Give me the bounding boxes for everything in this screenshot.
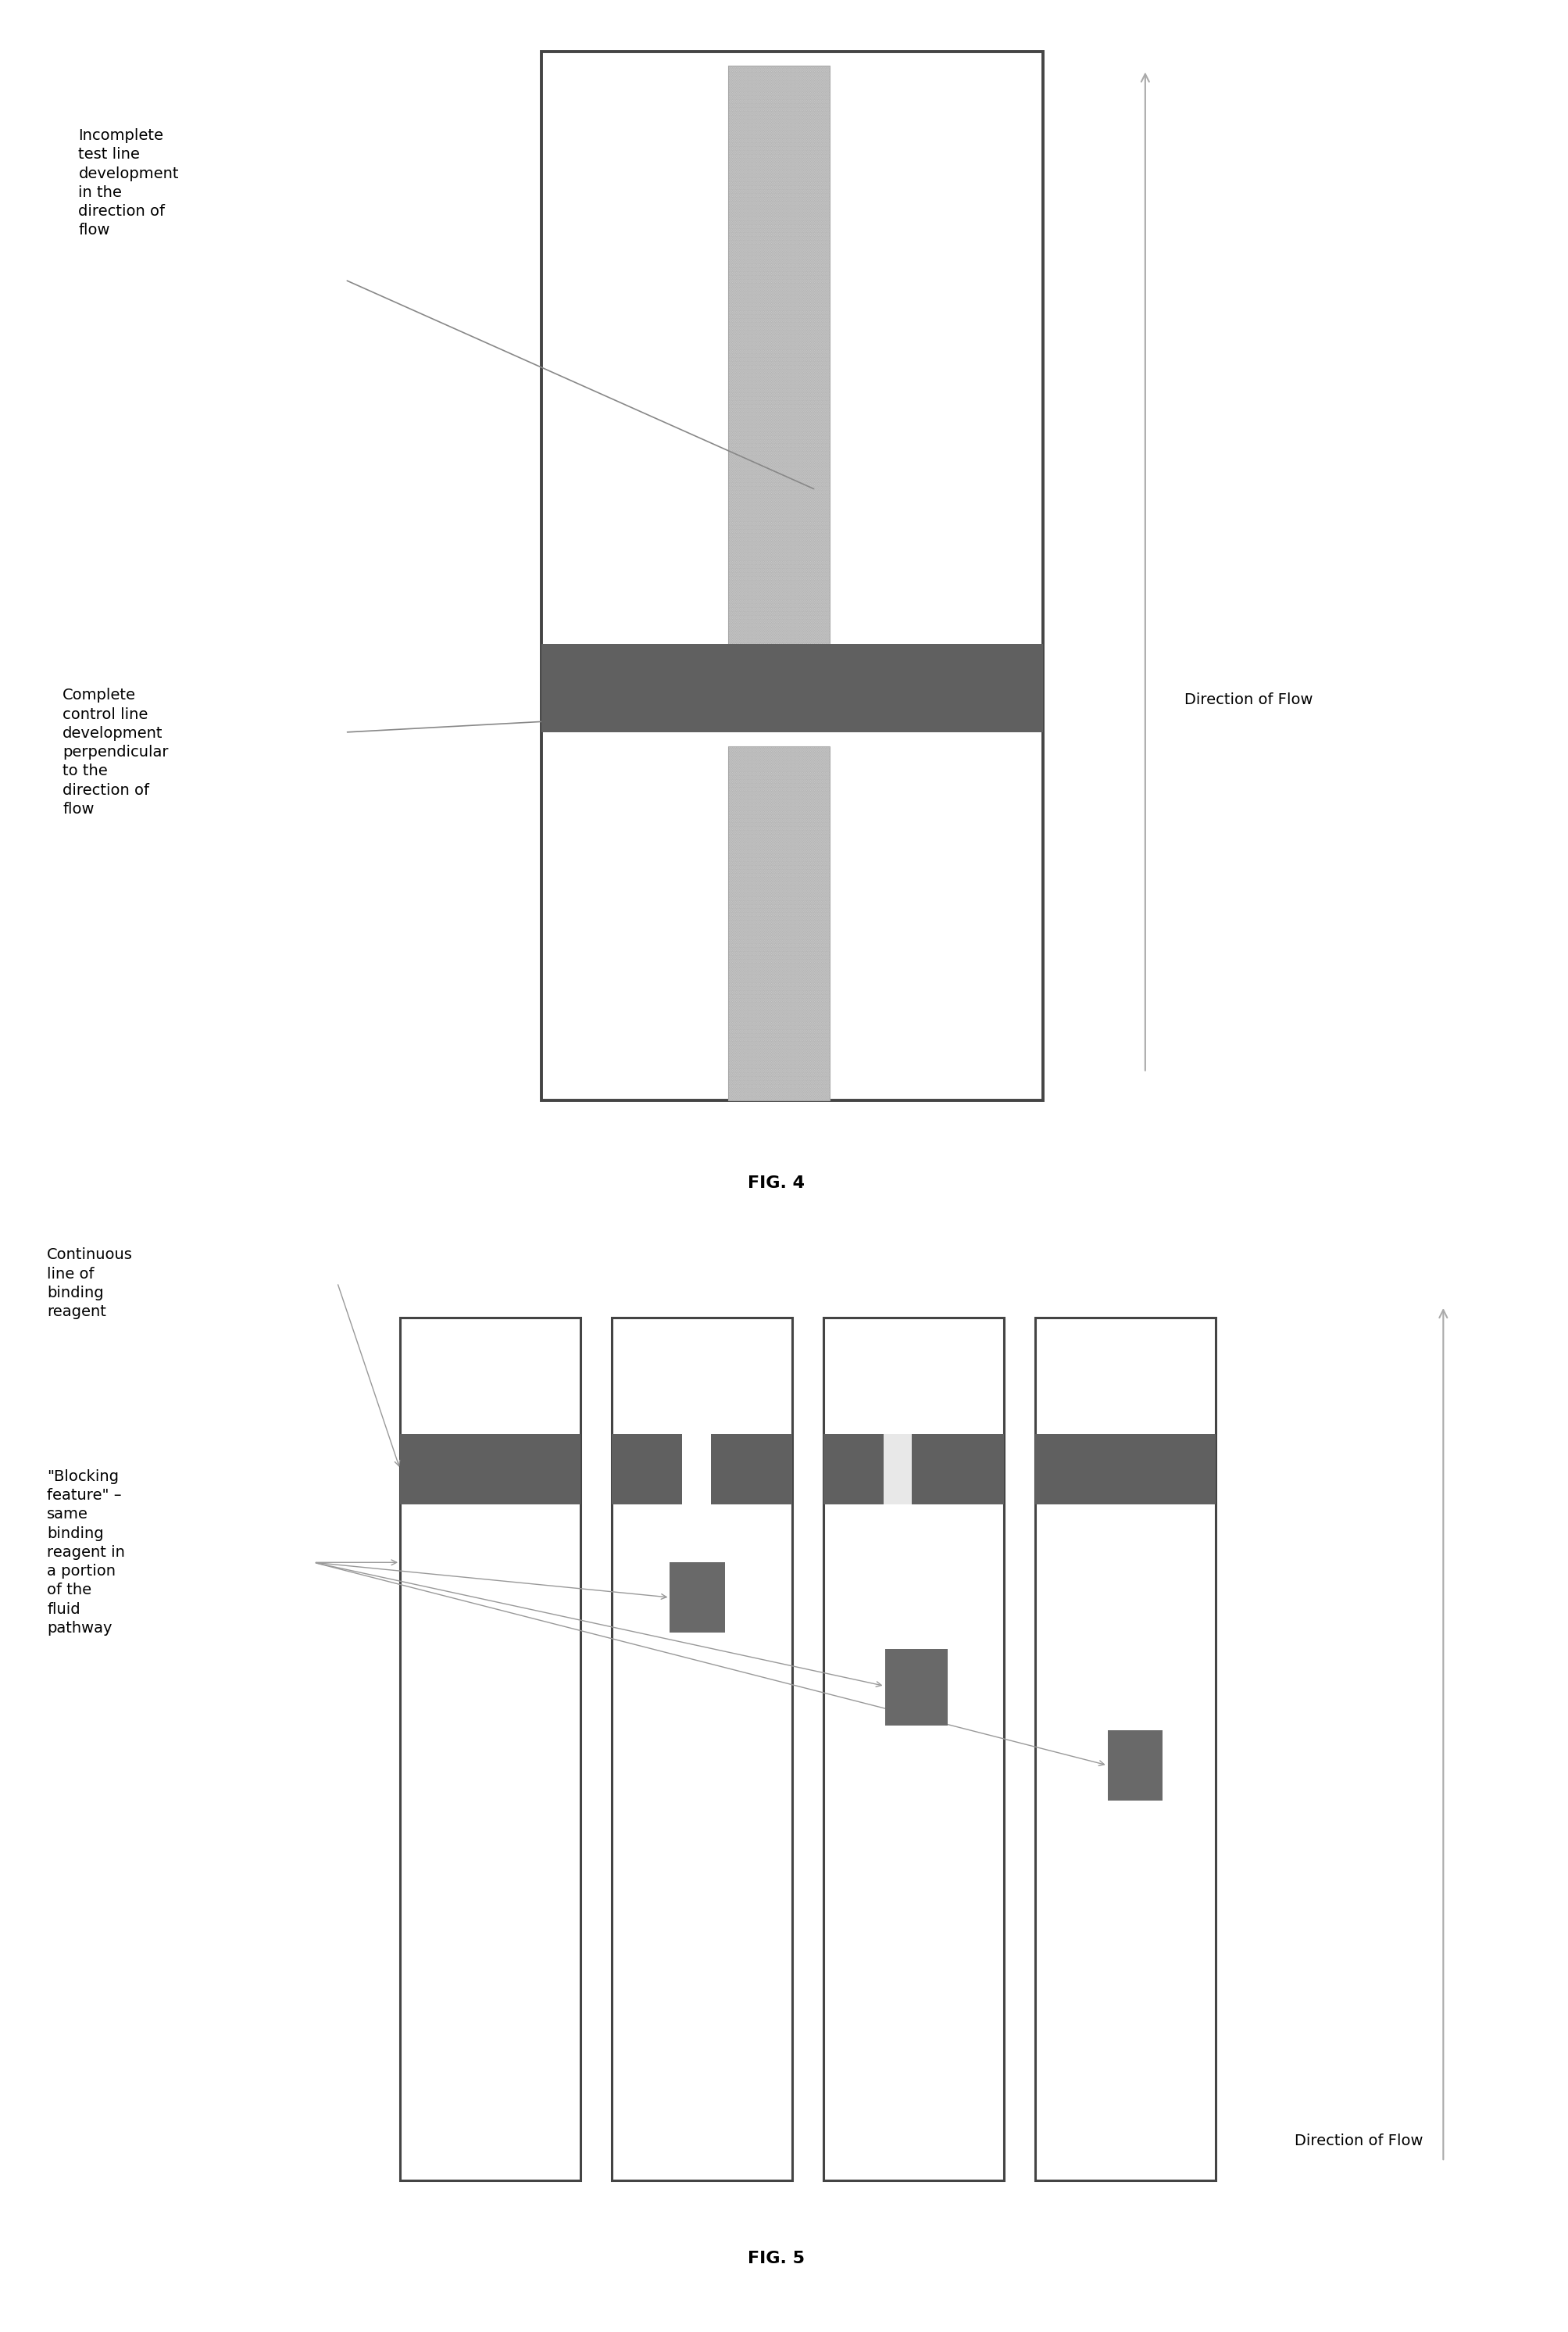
Bar: [541, 51, 1043, 1101]
Text: Complete
control line
development
perpendicular
to the
direction of
flow: Complete control line development perpen…: [63, 688, 168, 816]
Bar: [823, 1434, 883, 1504]
Bar: [1035, 1434, 1215, 1504]
Bar: [400, 1318, 580, 2180]
Bar: [823, 1318, 1004, 2180]
Text: Direction of Flow: Direction of Flow: [1184, 693, 1312, 707]
Bar: [400, 1434, 580, 1504]
Bar: [884, 1649, 947, 1726]
Text: Incomplete
test line
development
in the
direction of
flow: Incomplete test line development in the …: [78, 128, 179, 238]
Bar: [728, 746, 829, 1101]
Text: FIG. 4: FIG. 4: [748, 1175, 804, 1192]
Bar: [902, 1434, 1004, 1504]
Bar: [670, 1562, 724, 1632]
Bar: [728, 65, 829, 707]
Bar: [541, 644, 1043, 732]
Text: Direction of Flow: Direction of Flow: [1294, 2134, 1422, 2148]
Bar: [883, 1434, 911, 1504]
Text: Continuous
line of
binding
reagent: Continuous line of binding reagent: [47, 1248, 133, 1320]
Bar: [612, 1434, 682, 1504]
Bar: [710, 1434, 792, 1504]
Text: "Blocking
feature" –
same
binding
reagent in
a portion
of the
fluid
pathway: "Blocking feature" – same binding reagen…: [47, 1469, 125, 1635]
Text: FIG. 5: FIG. 5: [748, 2250, 804, 2267]
Bar: [1107, 1730, 1162, 1800]
Bar: [612, 1318, 792, 2180]
Bar: [1035, 1318, 1215, 2180]
